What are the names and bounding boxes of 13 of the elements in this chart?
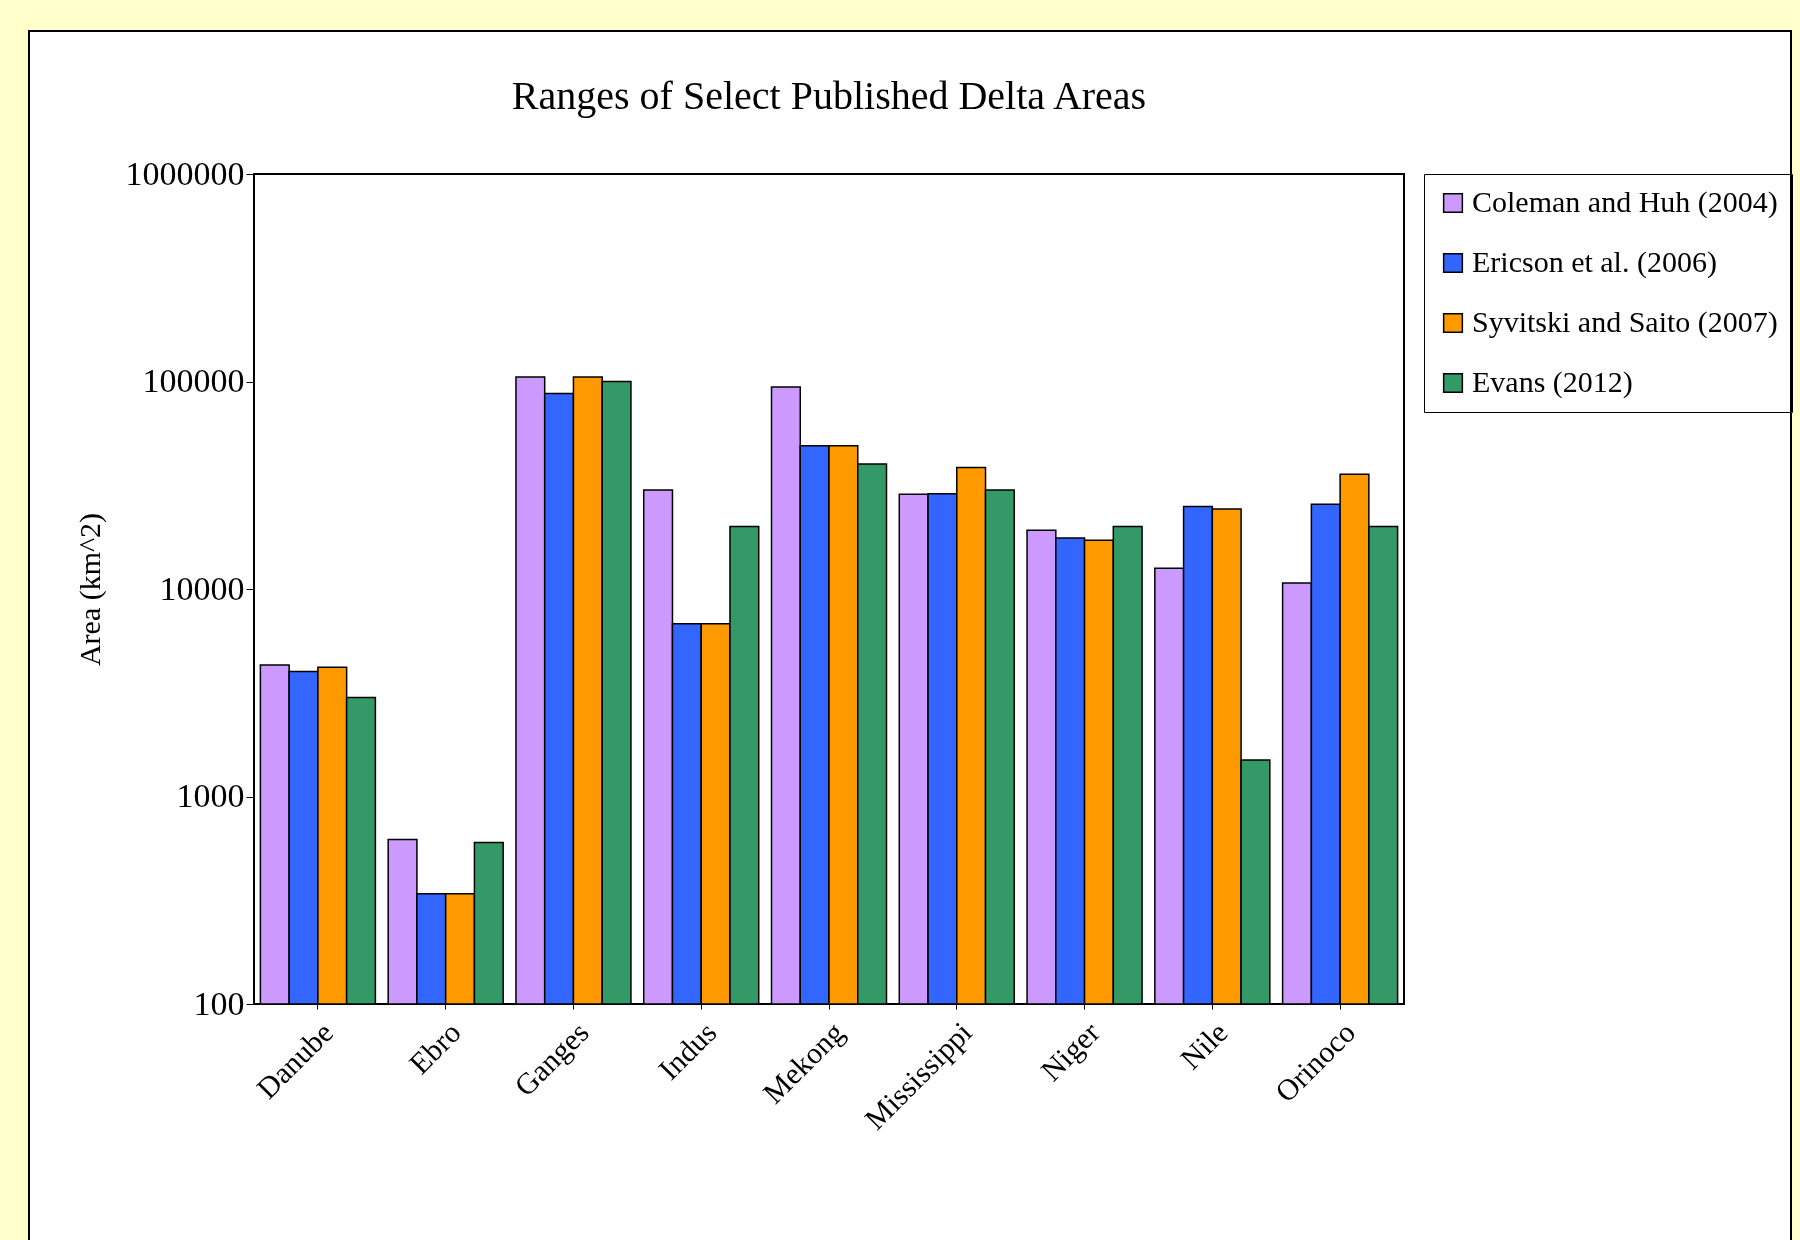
x-tick-label: Ebro — [402, 1015, 467, 1080]
y-tick-label: 1000 — [176, 777, 245, 814]
x-tick-label: Nile — [1173, 1015, 1234, 1076]
legend-label: Syvitski and Saito (2007) — [1472, 305, 1778, 339]
y-tick-label: 100 — [193, 984, 245, 1022]
y-tick-label: 1000000 — [125, 154, 245, 192]
legend-label: Ericson et al. (2006) — [1472, 245, 1717, 279]
chart-title: Ranges of Select Published Delta Areas — [511, 73, 1147, 118]
legend-label: Evans (2012) — [1472, 365, 1633, 399]
y-tick-label: 10000 — [159, 569, 245, 607]
y-tick-label: 100000 — [142, 362, 245, 399]
legend-label: Coleman and Huh (2004) — [1472, 185, 1778, 219]
y-axis-title: Area (km^2) — [72, 512, 107, 667]
